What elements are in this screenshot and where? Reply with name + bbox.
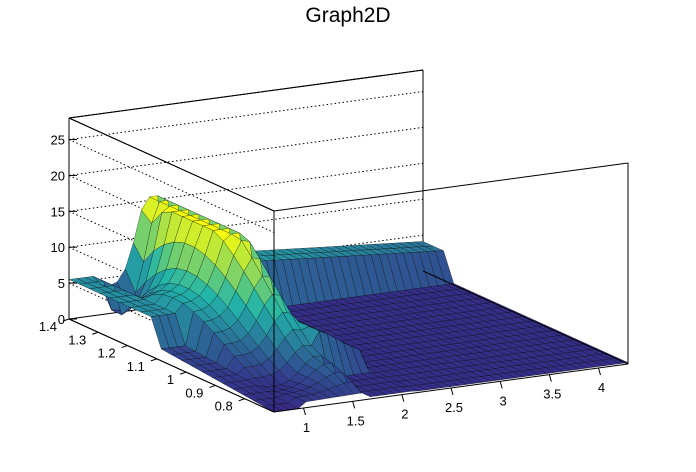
z-tick-label: 15 [51, 204, 65, 219]
back-top-edge [68, 69, 424, 119]
x-tick-label: 1 [303, 420, 310, 435]
x-tick-label: 3.5 [543, 387, 561, 402]
x-tick-label: 3 [500, 393, 507, 408]
z-tick-label: 0 [58, 312, 65, 327]
left-top-edge [68, 117, 275, 212]
y-tick-label: 1.1 [127, 359, 145, 374]
x-tick [450, 387, 454, 396]
y-tick-label: 0.8 [215, 399, 233, 414]
z-tick-label: 25 [51, 133, 65, 148]
z-tick-label: 20 [51, 168, 65, 183]
y-tick [238, 398, 245, 402]
x-tick [548, 374, 552, 382]
x-tick-label: 2.5 [445, 400, 463, 415]
grid-line-z [68, 126, 424, 176]
grid-line-z-left [68, 139, 275, 233]
y-tick [179, 371, 187, 375]
x-tick-label: 2 [401, 407, 408, 422]
grid-line-z [68, 162, 424, 212]
chart-title: Graph2D [305, 4, 391, 27]
y-tick [121, 345, 128, 349]
x-tick [499, 381, 503, 389]
x-tick-label: 1.5 [347, 413, 365, 428]
y-tick-label: 1.3 [68, 332, 86, 347]
x-tick-label: 4 [598, 380, 605, 395]
y-tick [92, 331, 99, 335]
x-tick [352, 401, 356, 409]
y-tick-label: 1 [167, 372, 174, 387]
z-tick-label: 5 [58, 276, 65, 291]
y-tick [150, 358, 158, 362]
y-tick [209, 384, 216, 388]
right-floor-edge [422, 270, 629, 365]
x-tick [303, 407, 306, 416]
grid-line-z [68, 91, 424, 141]
y-tick [62, 318, 70, 322]
y-tick-label: 0.9 [185, 385, 203, 400]
front-top-edge [273, 162, 629, 212]
z-tick-label: 10 [51, 240, 65, 255]
y-tick-label: 1.4 [39, 319, 57, 334]
y-tick-label: 1.2 [97, 346, 115, 361]
x-tick [598, 367, 601, 376]
y-axis-line [68, 318, 275, 413]
x-tick [401, 394, 405, 402]
